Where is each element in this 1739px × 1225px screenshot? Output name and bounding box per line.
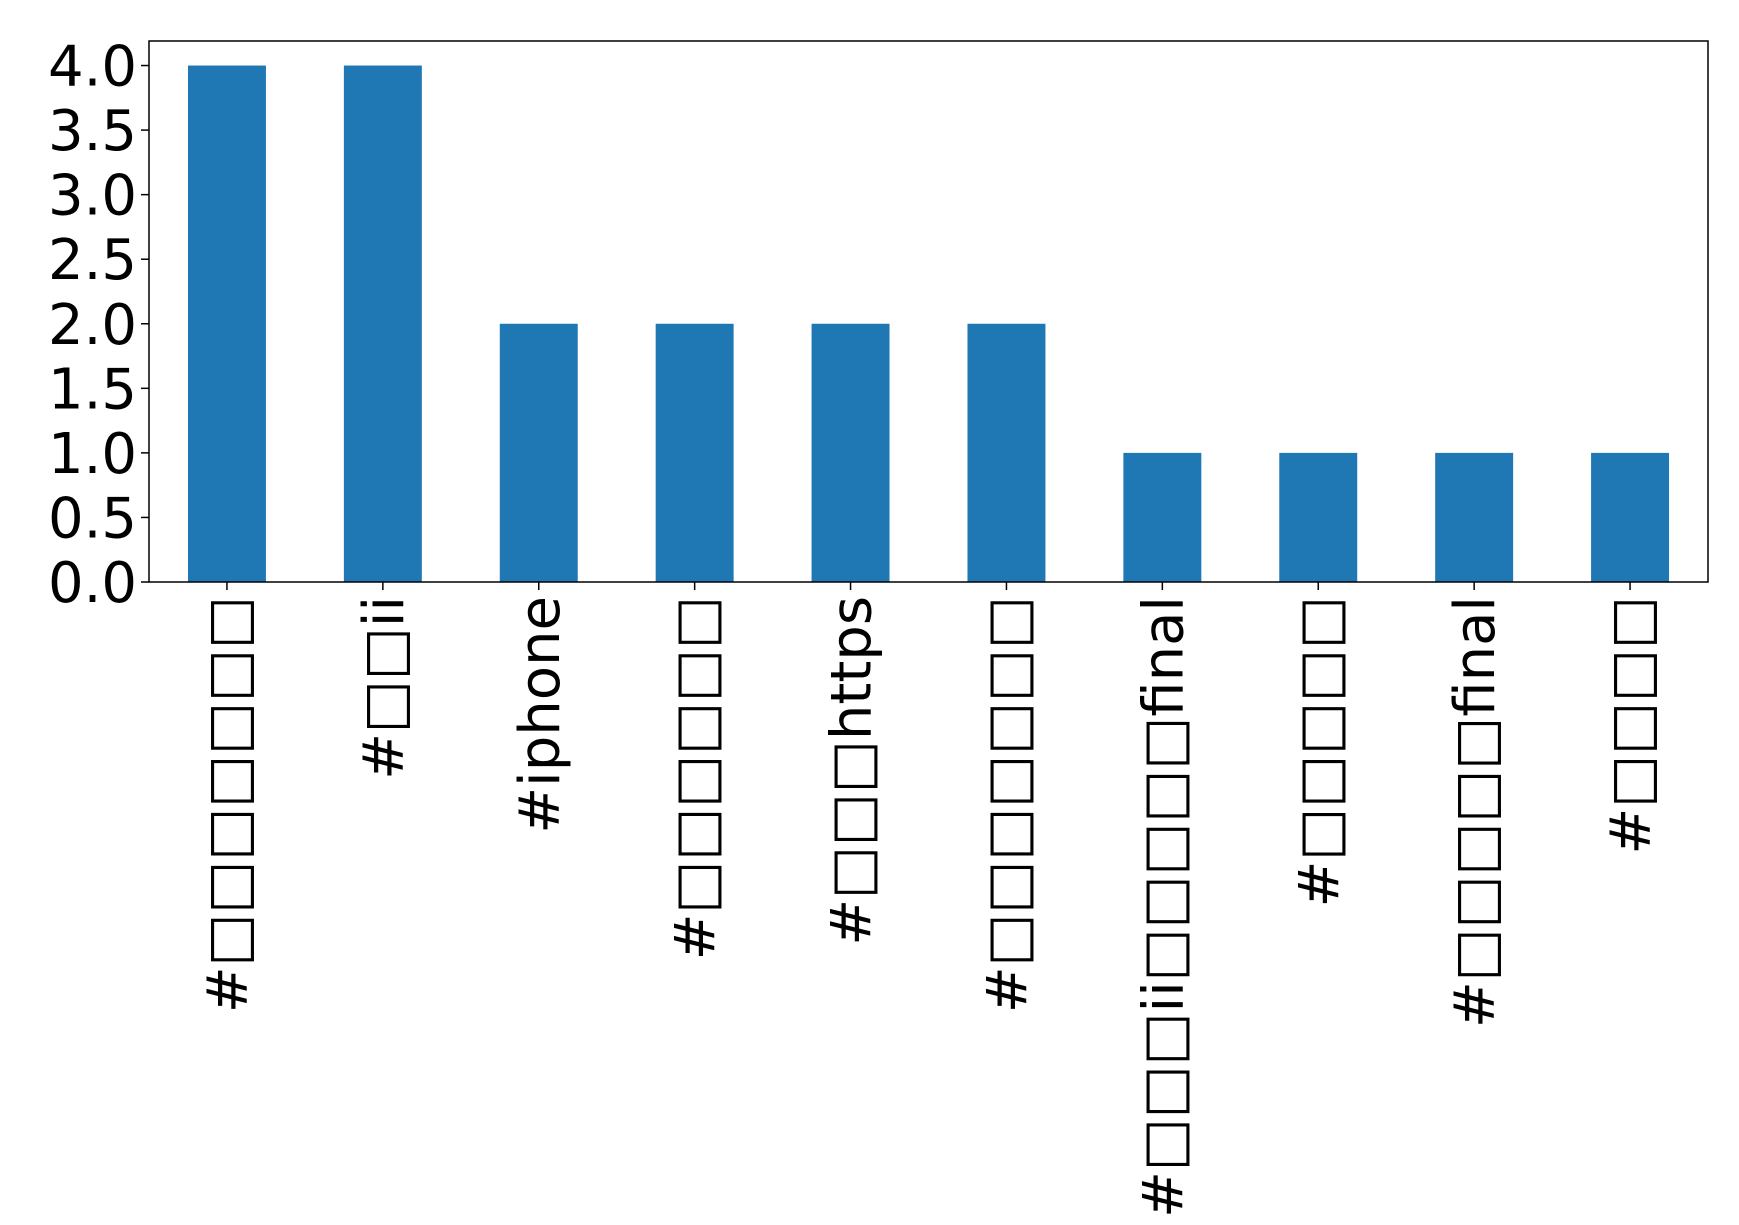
- y-tick-label: 0.0: [48, 551, 137, 616]
- y-tick-label: 2.0: [48, 293, 137, 358]
- x-tick-label: #□□□□□final: [1443, 596, 1508, 1028]
- y-tick-label: 1.5: [48, 357, 137, 422]
- bar: [499, 323, 578, 582]
- x-tick-label: #□□□ii□□□□□final: [1131, 596, 1196, 1218]
- bar: [1279, 452, 1358, 582]
- x-tick-label: #□□□□□□□: [975, 596, 1040, 1013]
- bar: [655, 323, 734, 582]
- x-tick-label: #iphone: [508, 596, 573, 834]
- bar: [187, 65, 266, 582]
- y-tick-label: 3.5: [48, 99, 137, 164]
- y-tick-label: 2.5: [48, 228, 137, 293]
- y-tick-label: 1.0: [48, 422, 137, 487]
- y-tick-label: 4.0: [48, 35, 137, 100]
- bar: [343, 65, 422, 582]
- x-tick-label: #□□□https: [820, 596, 885, 946]
- bar: [967, 323, 1046, 582]
- y-tick-label: 0.5: [48, 486, 137, 551]
- bar: [811, 323, 890, 582]
- bar: [1591, 452, 1670, 582]
- x-tick-label: #□□□□□□: [664, 596, 729, 960]
- plot-frame: [148, 40, 1709, 583]
- y-tick-label: 3.0: [48, 164, 137, 229]
- x-tick-label: #□□ii: [352, 596, 417, 780]
- bar: [1123, 452, 1202, 582]
- x-tick-label: #□□□□□□□: [196, 596, 261, 1013]
- x-tick-label: #□□□□: [1599, 596, 1664, 855]
- x-tick-label: #□□□□□: [1287, 596, 1352, 907]
- bar: [1435, 452, 1514, 582]
